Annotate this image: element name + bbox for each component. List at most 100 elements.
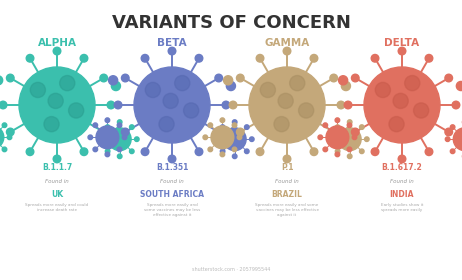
Text: B.1.1.7: B.1.1.7 [42,163,72,172]
Circle shape [141,148,149,155]
Circle shape [352,135,357,140]
Circle shape [30,82,45,97]
Circle shape [330,137,335,141]
Circle shape [203,135,207,140]
Circle shape [195,148,203,155]
Circle shape [2,147,7,152]
Circle shape [107,101,115,109]
Circle shape [7,135,12,140]
Circle shape [105,152,109,157]
Circle shape [347,120,352,124]
Circle shape [96,126,119,149]
Text: Spreads more easily and some
vaccines may be less effective
against it: Spreads more easily and some vaccines ma… [255,203,319,217]
Text: BETA: BETA [157,38,187,48]
Circle shape [290,76,305,91]
Circle shape [6,128,14,136]
Circle shape [456,81,462,90]
Text: GAMMA: GAMMA [264,38,310,48]
Circle shape [129,149,134,153]
Circle shape [168,155,176,163]
Text: UK: UK [51,190,63,199]
Circle shape [117,120,122,124]
Circle shape [398,155,406,163]
Circle shape [405,76,420,91]
Text: DELTA: DELTA [384,38,419,48]
Circle shape [0,126,4,149]
Circle shape [168,47,176,55]
Circle shape [100,137,105,141]
Circle shape [100,74,108,82]
Circle shape [53,47,61,55]
Circle shape [445,74,453,82]
Circle shape [220,118,225,122]
Circle shape [183,103,199,118]
Circle shape [347,154,352,158]
Circle shape [208,147,213,152]
Circle shape [249,67,325,143]
Circle shape [53,155,61,163]
Circle shape [117,147,122,152]
Circle shape [256,55,264,62]
Circle shape [359,125,364,129]
Circle shape [425,148,433,155]
Circle shape [224,76,233,85]
Circle shape [0,101,7,109]
Circle shape [244,149,249,153]
Circle shape [341,81,351,90]
Text: ALPHA: ALPHA [37,38,77,48]
Circle shape [6,74,14,82]
Circle shape [371,55,379,62]
Circle shape [244,125,249,129]
Circle shape [318,135,322,140]
Circle shape [453,128,462,151]
Circle shape [105,118,109,122]
Circle shape [159,116,174,132]
Circle shape [452,101,460,109]
Circle shape [326,126,349,149]
Circle shape [347,123,352,127]
Circle shape [208,123,213,127]
Circle shape [335,125,340,129]
Circle shape [335,152,340,157]
Circle shape [105,125,110,129]
Circle shape [237,74,244,82]
Circle shape [232,120,237,124]
Circle shape [129,125,134,129]
Circle shape [220,149,225,153]
Circle shape [283,47,291,55]
Text: VARIANTS OF CONCERN: VARIANTS OF CONCERN [111,14,351,32]
Text: Spreads more easily and
some vaccines may be less
effective against it: Spreads more easily and some vaccines ma… [144,203,200,217]
Circle shape [256,148,264,155]
Circle shape [100,128,108,136]
Circle shape [413,103,429,118]
Text: B.1.351: B.1.351 [156,163,188,172]
Circle shape [323,123,328,127]
Circle shape [223,128,246,151]
Circle shape [19,67,95,143]
Circle shape [335,118,340,122]
Text: Early studies show it
spreads more easily: Early studies show it spreads more easil… [381,203,423,212]
Circle shape [88,135,92,140]
Circle shape [371,148,379,155]
Text: INDIA: INDIA [390,190,414,199]
Circle shape [398,47,406,55]
Circle shape [344,101,352,109]
Circle shape [175,76,190,91]
Circle shape [393,93,408,108]
Circle shape [232,123,237,127]
Circle shape [215,137,220,141]
Circle shape [134,137,139,141]
Circle shape [111,81,121,90]
Text: Found in: Found in [160,179,184,184]
Text: B.1.617.2: B.1.617.2 [382,163,422,172]
Circle shape [2,123,7,127]
Circle shape [237,128,244,136]
Text: shutterstock.com · 2057995544: shutterstock.com · 2057995544 [192,267,270,272]
Circle shape [450,125,455,129]
Circle shape [359,149,364,153]
Circle shape [80,55,88,62]
Circle shape [232,154,237,158]
Circle shape [226,81,236,90]
Circle shape [122,135,127,140]
Circle shape [298,103,314,118]
